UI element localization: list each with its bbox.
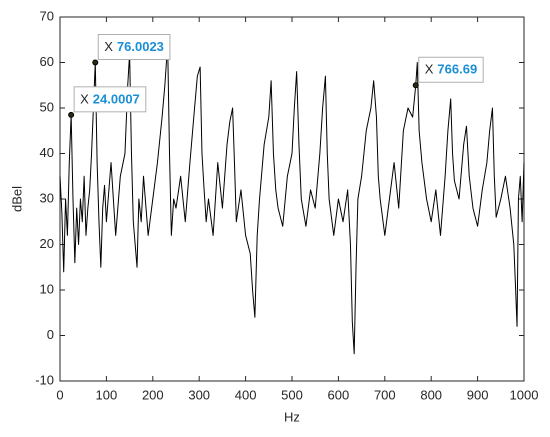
x-tick-label: 900 [467,387,489,402]
x-tick-label: 700 [374,387,396,402]
y-tick-label: 60 [40,54,54,69]
data-tip-box [97,34,171,60]
data-tip: X 24.0007 [68,86,147,118]
y-tick-label: 40 [40,145,54,160]
data-tip-box [418,56,484,83]
x-tick-label: 200 [142,387,164,402]
y-tick-label: 70 [40,8,54,23]
y-tick-label: 10 [40,281,54,296]
data-tip-prefix: X [104,39,113,54]
x-tick-label: 0 [56,387,63,402]
x-tick-label: 1000 [510,387,539,402]
data-tip: X 766.69 [412,56,484,89]
x-tick-label: 800 [420,387,442,402]
y-tick-label: 30 [40,190,54,205]
x-axis-label: Hz [284,409,300,424]
data-line [59,43,525,355]
data-tip-box [73,86,147,113]
x-tick-label: 500 [281,387,303,402]
y-tick-label: 0 [47,327,54,342]
y-axis-label: dBel [9,186,24,212]
data-tip-point [68,111,75,118]
data-tip-value: 24.0007 [93,91,140,106]
y-tick-label: -10 [35,372,54,387]
y-tick-label: 50 [40,99,54,114]
data-tip-point [92,59,99,66]
data-tip-point [412,82,419,89]
data-tip-prefix: X [425,62,434,77]
x-tick-label: 400 [235,387,257,402]
x-tick-label: 100 [96,387,118,402]
x-tick-label: 300 [188,387,210,402]
data-tip-value: 766.69 [437,62,477,77]
data-tip: X 76.0023 [92,34,171,66]
data-tip-value: 76.0023 [117,39,164,54]
y-tick-label: 20 [40,236,54,251]
data-tip-prefix: X [80,91,89,106]
x-tick-label: 600 [328,387,350,402]
